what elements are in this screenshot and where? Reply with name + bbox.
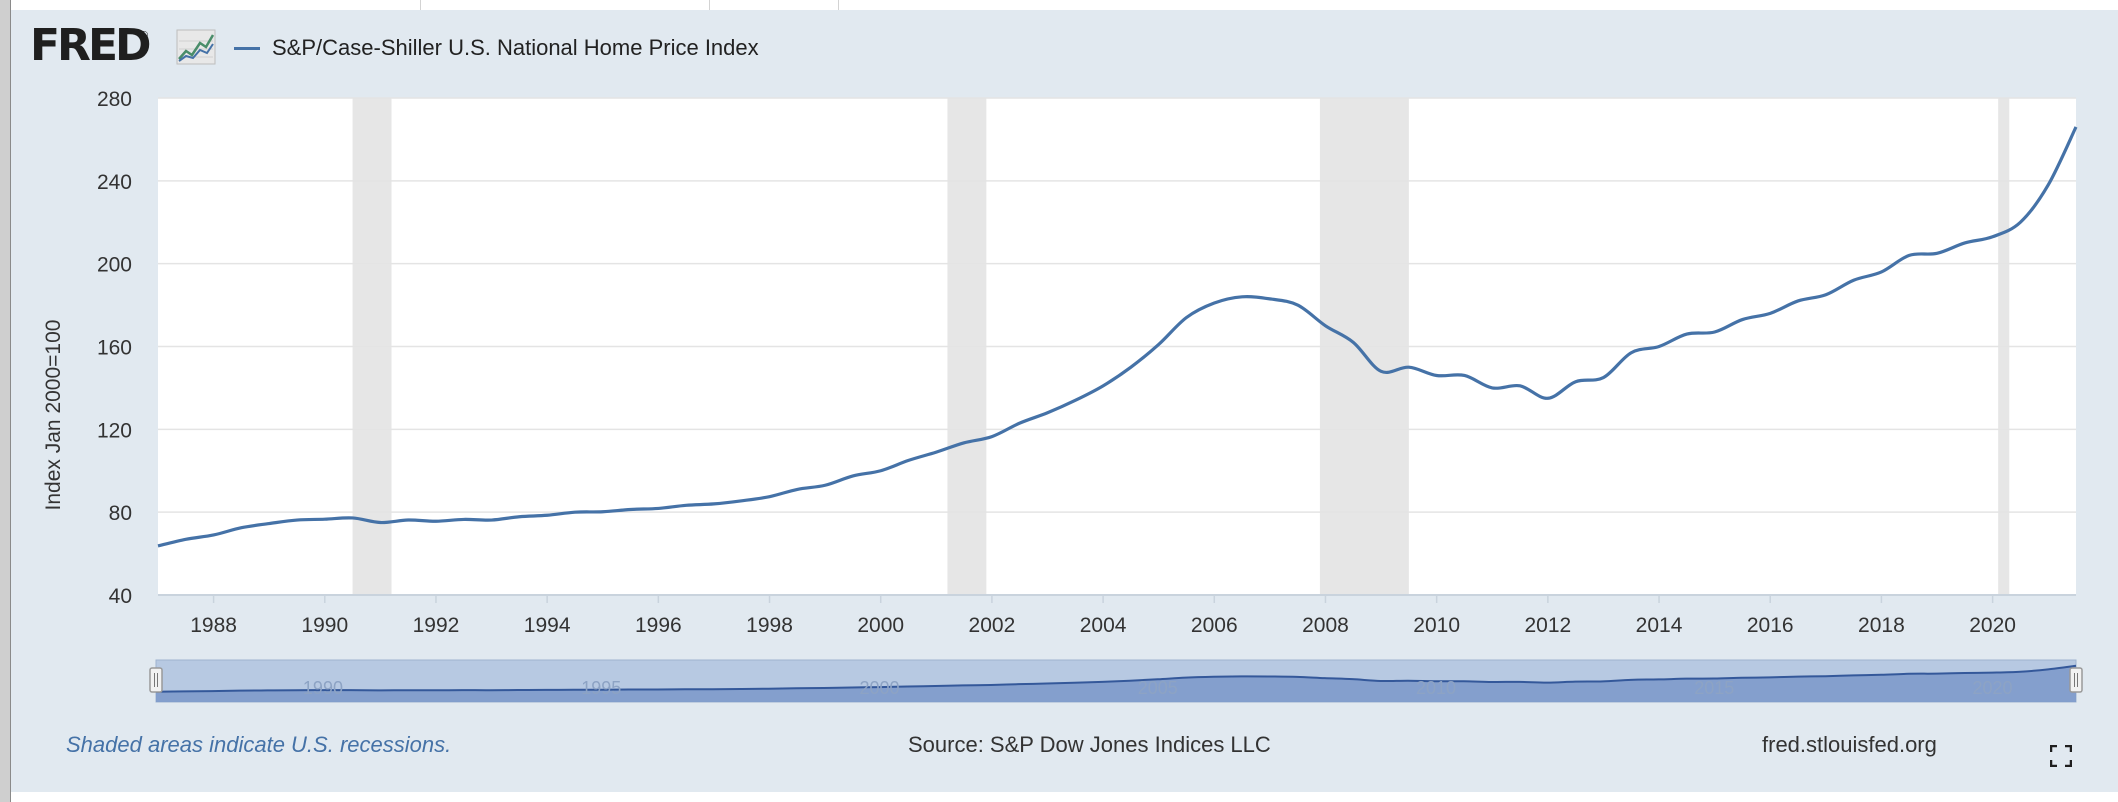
fullscreen-icon[interactable] bbox=[2050, 745, 2072, 767]
navigator-handle-right[interactable] bbox=[2069, 667, 2083, 693]
y-tick-label: 280 bbox=[97, 88, 132, 111]
navigator-tick-label: 2005 bbox=[1138, 678, 1178, 698]
navigator-tick-label: 2020 bbox=[1972, 678, 2012, 698]
series-line bbox=[157, 126, 2078, 548]
window-left-border bbox=[0, 0, 11, 802]
x-tick-label: 1994 bbox=[524, 614, 571, 637]
x-tick-label: 1988 bbox=[190, 614, 237, 637]
tab-divider bbox=[420, 0, 421, 10]
bottom-strip bbox=[11, 792, 2118, 802]
x-tick-label: 1990 bbox=[301, 614, 348, 637]
navigator-tick-label: 2000 bbox=[859, 678, 899, 698]
fred-logo-text: FRED bbox=[30, 20, 152, 71]
y-tick-label: 200 bbox=[97, 254, 132, 277]
y-tick-label: 40 bbox=[109, 585, 132, 608]
registered-mark: ® bbox=[140, 30, 149, 42]
x-tick-label: 2012 bbox=[1524, 614, 1571, 637]
fred-logo[interactable]: FRED bbox=[30, 20, 152, 71]
y-tick-label: 120 bbox=[97, 419, 132, 442]
x-tick-label: 2014 bbox=[1636, 614, 1683, 637]
x-tick-label: 2018 bbox=[1858, 614, 1905, 637]
x-tick-label: 1992 bbox=[413, 614, 460, 637]
source-text: Source: S&P Dow Jones Indices LLC bbox=[908, 732, 1271, 757]
y-tick-label: 80 bbox=[109, 502, 132, 525]
y-tick-label: 240 bbox=[97, 171, 132, 194]
navigator-line bbox=[155, 664, 2077, 693]
tab-divider bbox=[838, 0, 839, 10]
recession-note: Shaded areas indicate U.S. recessions. bbox=[66, 732, 452, 757]
site-link[interactable]: fred.stlouisfed.org bbox=[1762, 732, 1937, 757]
navigator-tick-label: 1995 bbox=[581, 678, 621, 698]
y-tick-label: 160 bbox=[97, 337, 132, 360]
y-axis-title: Index Jan 2000=100 bbox=[42, 319, 65, 511]
x-tick-label: 2000 bbox=[857, 614, 904, 637]
tab-divider bbox=[709, 0, 710, 10]
navigator-tick-label: 2010 bbox=[1416, 678, 1456, 698]
x-tick-label: 2002 bbox=[969, 614, 1016, 637]
top-tab-strip bbox=[11, 0, 2118, 10]
x-tick-label: 1998 bbox=[746, 614, 793, 637]
navigator-area bbox=[156, 665, 2076, 702]
chart-legend[interactable]: S&P/Case-Shiller U.S. National Home Pric… bbox=[234, 30, 759, 66]
x-tick-label: 2016 bbox=[1747, 614, 1794, 637]
navigator-handle-left[interactable] bbox=[149, 667, 163, 693]
x-tick-label: 1996 bbox=[635, 614, 682, 637]
x-tick-label: 2020 bbox=[1969, 614, 2016, 637]
legend-label: S&P/Case-Shiller U.S. National Home Pric… bbox=[272, 35, 759, 60]
legend-swatch bbox=[234, 46, 260, 50]
x-tick-label: 2006 bbox=[1191, 614, 1238, 637]
x-tick-label: 2008 bbox=[1302, 614, 1349, 637]
x-tick-label: 2010 bbox=[1413, 614, 1460, 637]
line-graph-icon bbox=[176, 29, 216, 65]
navigator-tick-label: 2015 bbox=[1694, 678, 1734, 698]
x-tick-label: 2004 bbox=[1080, 614, 1127, 637]
navigator-tick-label: 1990 bbox=[303, 678, 343, 698]
